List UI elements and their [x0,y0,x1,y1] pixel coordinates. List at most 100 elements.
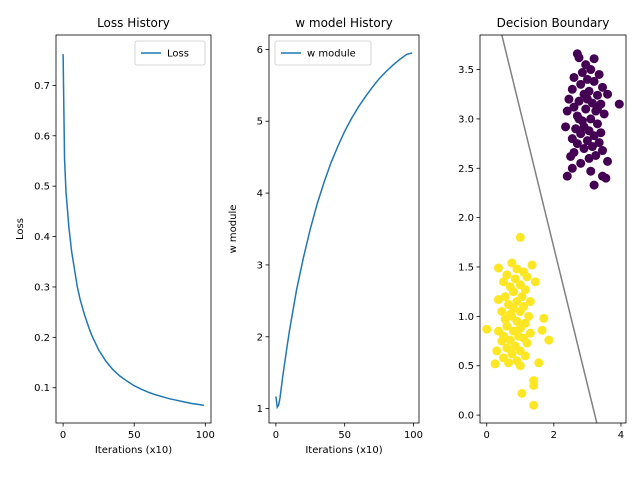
scatter-point [502,343,512,353]
scatter-point [567,84,577,94]
x-tick-label: 4 [618,430,624,441]
scatter-point [592,104,602,114]
scatter-point [515,361,525,371]
scatter-point [566,151,576,161]
x-tick-label: 50 [338,430,351,441]
legend-box [134,40,206,66]
y-tick-label: 3.0 [458,114,474,125]
legend-box [274,40,372,66]
y-tick-label: 0.1 [34,383,50,394]
scatter-point [576,158,586,168]
scatter-point [497,336,507,346]
scatter-point [574,53,584,63]
scatter-point [579,122,589,132]
scatter-point [596,128,606,138]
scatter-point [589,180,599,190]
x-tick-label: 50 [128,430,141,441]
decision-boundary-line [501,35,598,423]
scatter-point [537,325,547,335]
scatter-point [520,285,530,295]
scatter-point [504,358,514,368]
y-tick-label: 0.7 [34,81,50,92]
scatter-point [534,358,544,368]
y-tick-label: 0.0 [458,411,474,422]
y-axis-label: Loss [15,218,26,240]
y-tick-label: 2 [257,332,263,343]
scatter-point [599,109,609,119]
scatter-point [587,142,597,152]
chart-panel-1: 0 50 100 0.1 0.2 0.3 0.4 0.5 0.6 0.7 Loss History I… [15,16,215,456]
scatter-point [515,232,525,242]
scatter-point [498,277,508,287]
chart-panel-3: 0 2 4 0.0 0.5 1.0 1.5 2.0 2.5 3.0 3.5 Decision Boun… [458,16,627,441]
scatter-point [515,306,525,316]
y-tick-label: 0.4 [34,232,50,243]
scatter-point [524,311,534,321]
scatter-point [544,335,554,345]
y-tick-label: 0.6 [34,131,50,142]
scatter-point [497,306,507,316]
scatter-point [525,297,535,307]
scatter-point [586,114,596,124]
axes-frame [55,34,212,424]
scatter-point [561,122,571,132]
scatter-point [490,359,500,369]
scatter-point [562,171,572,181]
y-tick-label: 3.5 [458,65,474,76]
scatter-point [594,69,604,79]
y-tick-label: 1.5 [458,263,474,274]
scatter-point [507,258,517,268]
x-axis-label: Iterations (x10) [95,445,172,456]
scatter-point [512,297,522,307]
x-tick-label: 0 [60,430,66,441]
chart-panel-2: 0 50 100 1 2 3 4 5 6 w model History Iterations (x… [228,16,423,456]
scatter-point [539,313,549,323]
x-axis-label: Iterations (x10) [305,445,382,456]
legend-label: Loss [167,49,189,60]
scatter-point [522,272,532,282]
scatter-point [507,349,517,359]
scatter-point [515,323,525,333]
scatter-point [581,104,591,114]
scatter-point [576,129,586,139]
scatter-point [598,82,608,92]
scatter-point [509,287,519,297]
scatter-point [510,274,520,284]
scatter-point [482,324,492,334]
y-tick-label: 1 [257,404,263,415]
scatter-point [525,328,535,338]
series-line-1 [275,52,413,410]
y-tick-label: 2.5 [458,164,474,175]
scatter-point [517,388,527,398]
scatter-point [603,89,613,99]
scatter-point [589,131,599,141]
x-tick-label: 100 [404,430,423,441]
scatter-point [569,72,579,82]
scatter-point [574,114,584,124]
scatter-point [589,76,599,86]
y-tick-label: 1.0 [458,312,474,323]
scatter-point [507,311,517,321]
scatter-point [492,346,502,356]
scatter-point [530,277,540,287]
y-tick-label: 6 [257,45,263,56]
axes-frame [268,34,420,424]
scatter-point [582,136,592,146]
scatter-point [594,138,604,148]
chart-title: Decision Boundary [497,16,610,30]
axes-frame [479,34,627,424]
x-tick-label: 0 [273,430,279,441]
x-tick-label: 2 [551,430,557,441]
scatter-point [512,264,522,274]
scatter-point [589,54,599,64]
chart-title: w model History [295,16,393,30]
scatter-point [577,68,587,78]
legend: w module [274,40,372,66]
scatter-point [493,263,503,273]
scatter-point [586,65,596,75]
y-axis-label: w module [228,205,239,254]
series-line-1 [62,54,205,407]
scatter-point [522,338,532,348]
scatter-point [584,153,594,163]
scatter-point [592,90,602,100]
